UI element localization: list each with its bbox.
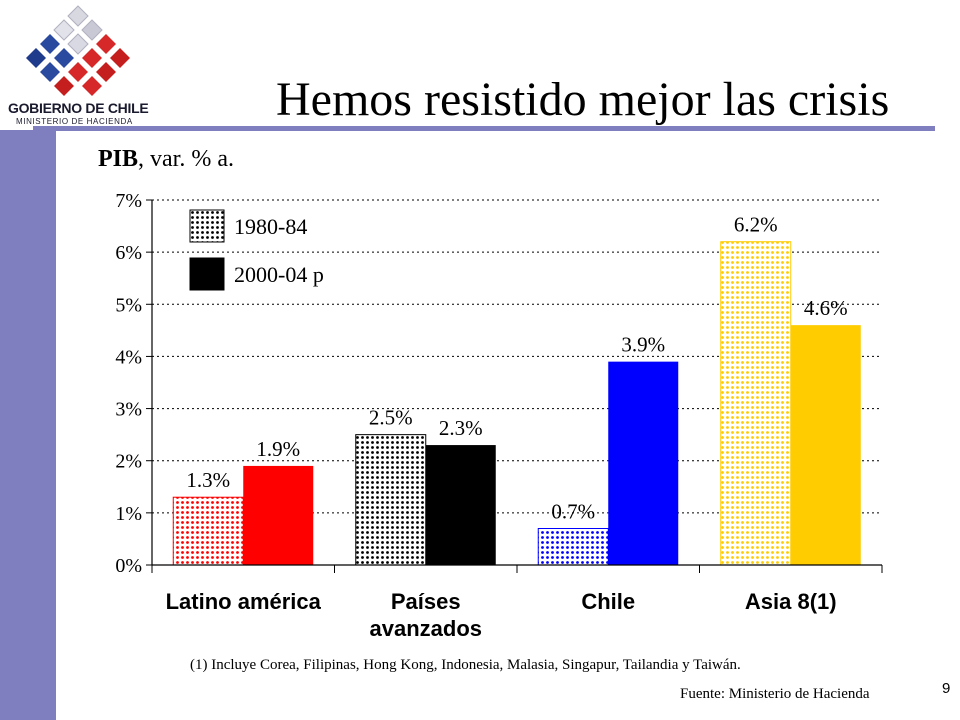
data-label: 4.6% <box>804 296 848 320</box>
data-label: 6.2% <box>734 213 778 237</box>
y-tick-label: 5% <box>115 294 142 316</box>
footnote: (1) Incluye Corea, Filipinas, Hong Kong,… <box>190 657 741 673</box>
data-label: 3.9% <box>621 333 665 357</box>
y-tick-label: 3% <box>115 399 142 421</box>
bar-2000-04-p <box>425 445 496 565</box>
logo-text-gobierno: GOBIERNO DE CHILE <box>8 100 149 116</box>
y-tick-label: 1% <box>115 503 142 525</box>
labels: 0% 1% 2% 3% 4% 5% 6% 7% 1.3% 1.9% Latino américa 2.… <box>115 190 847 641</box>
title-rule <box>33 126 935 131</box>
subtitle-rest: , var. % a. <box>138 146 234 172</box>
logo-text-ministerio: MINISTERIO DE HACIENDA <box>16 117 133 126</box>
chart-subtitle: PIB, var. % a. <box>98 146 234 173</box>
bars <box>172 241 861 566</box>
source-note: Fuente: Ministerio de Hacienda <box>680 686 870 702</box>
data-label: 1.9% <box>256 437 300 461</box>
y-tick-label: 6% <box>115 242 142 264</box>
page-title: Hemos resistido mejor las crisis <box>276 73 890 126</box>
bar-1980-84 <box>172 496 244 566</box>
category-label: Países <box>391 589 461 614</box>
legend-label: 1980-84 <box>234 214 307 239</box>
page-number: 9 <box>942 680 951 697</box>
category-label: avanzados <box>370 616 483 641</box>
legend-label: 2000-04 p <box>234 262 324 287</box>
y-tick-label: 0% <box>115 555 142 577</box>
legend: 1980-84 2000-04 p <box>189 209 324 291</box>
data-label: 2.5% <box>369 406 413 430</box>
data-label: 0.7% <box>551 500 595 524</box>
category-label: Chile <box>581 589 635 614</box>
bar-1980-84 <box>355 434 427 566</box>
logo-diamonds-icon <box>26 5 130 96</box>
bar-2000-04-p <box>608 361 679 565</box>
bar-1980-84 <box>537 528 609 566</box>
y-tick-label: 2% <box>115 451 142 473</box>
grid-lines <box>152 199 882 514</box>
data-label: 1.3% <box>186 468 230 492</box>
gobierno-logo <box>4 2 154 128</box>
bar-2000-04-p <box>243 465 314 565</box>
subtitle-main: PIB <box>98 146 139 172</box>
data-label: 2.3% <box>439 416 483 440</box>
axes <box>146 199 883 573</box>
category-label: Latino américa <box>166 589 322 614</box>
category-label: Asia 8(1) <box>745 589 837 614</box>
y-tick-label: 4% <box>115 346 142 368</box>
y-tick-label: 7% <box>115 190 142 212</box>
sidebar-bar <box>0 130 56 720</box>
bar-2000-04-p <box>790 325 861 565</box>
legend-swatch <box>189 257 225 291</box>
bar-1980-84 <box>720 241 792 566</box>
legend-swatch <box>189 209 225 243</box>
